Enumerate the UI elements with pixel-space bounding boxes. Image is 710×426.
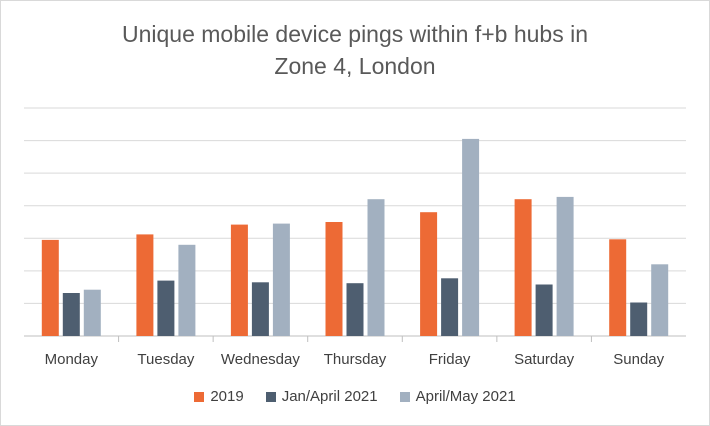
- x-tick-label-wednesday: Wednesday: [221, 351, 300, 368]
- bar-april-may-2021-tuesday: [178, 244, 196, 336]
- bar-jan-april-2021-friday: [441, 278, 459, 336]
- bar-april-may-2021-saturday: [556, 196, 574, 336]
- x-tick-label-tuesday: Tuesday: [137, 351, 194, 368]
- bar-2019-tuesday: [136, 234, 154, 336]
- bar-2019-wednesday: [230, 224, 248, 336]
- x-tick-label-saturday: Saturday: [514, 351, 575, 368]
- bar-2019-sunday: [609, 239, 627, 336]
- legend-item-jan-april-2021: Jan/April 2021: [265, 388, 378, 405]
- bar-jan-april-2021-wednesday: [251, 282, 269, 336]
- chart-title-line-2: Zone 4, London: [274, 53, 436, 79]
- legend-swatch-april-may-2021: [399, 391, 410, 402]
- bar-april-may-2021-sunday: [651, 264, 669, 336]
- bar-2019-saturday: [514, 199, 532, 336]
- bar-jan-april-2021-sunday: [630, 302, 648, 336]
- legend-label-jan-april-2021: Jan/April 2021: [281, 388, 378, 405]
- legend-swatch-2019: [194, 391, 205, 402]
- legend-item-april-may-2021: April/May 2021: [399, 388, 516, 405]
- chart-title: Unique mobile device pings within f+b hu…: [0, 18, 710, 82]
- bar-april-may-2021-wednesday: [272, 223, 290, 336]
- bar-2019-monday: [41, 239, 59, 336]
- legend-label-april-may-2021: April/May 2021: [415, 388, 516, 405]
- bar-2019-friday: [420, 212, 438, 336]
- bar-april-may-2021-thursday: [367, 199, 385, 336]
- legend-swatch-jan-april-2021: [265, 391, 276, 402]
- legend-item-2019: 2019: [194, 388, 244, 405]
- x-tick-label-thursday: Thursday: [324, 351, 387, 368]
- bar-jan-april-2021-saturday: [535, 284, 553, 336]
- bar-2019-thursday: [325, 222, 343, 336]
- x-tick-label-monday: Monday: [45, 351, 99, 368]
- chart-legend: 2019 Jan/April 2021 April/May 2021: [0, 388, 710, 405]
- bar-april-may-2021-monday: [83, 289, 101, 336]
- bar-jan-april-2021-thursday: [346, 283, 364, 336]
- x-tick-label-friday: Friday: [429, 351, 471, 368]
- legend-label-2019: 2019: [210, 388, 244, 405]
- bar-april-may-2021-friday: [462, 138, 480, 336]
- chart-title-line-1: Unique mobile device pings within f+b hu…: [121, 21, 589, 47]
- bar-jan-april-2021-monday: [62, 293, 80, 336]
- bar-jan-april-2021-tuesday: [157, 280, 175, 336]
- x-tick-label-sunday: Sunday: [613, 351, 664, 368]
